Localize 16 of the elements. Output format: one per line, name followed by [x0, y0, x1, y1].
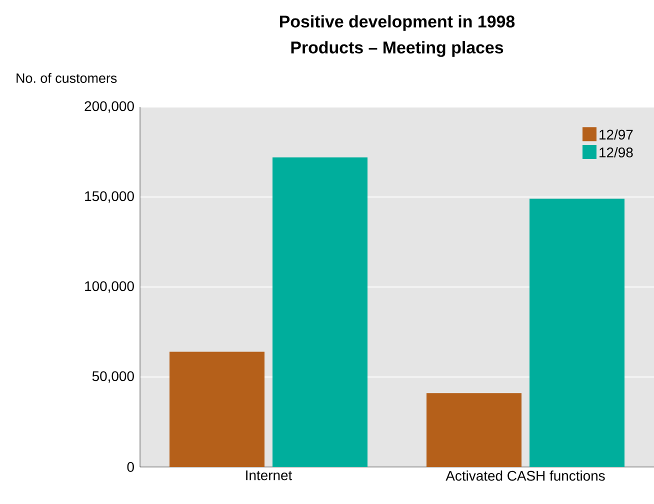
y-axis-title: No. of customers	[16, 73, 117, 83]
y-tick-label: 100,000	[85, 281, 134, 293]
chart-subtitle: Products – Meeting places	[291, 41, 504, 57]
x-tick-label: Activated CASH functions	[446, 470, 605, 481]
y-tick-label: 200,000	[84, 101, 134, 113]
bar	[530, 198, 625, 467]
y-tick-label: 150,000	[85, 191, 134, 203]
legend-label: 12/98	[600, 147, 633, 158]
y-tick-label: 0	[127, 462, 134, 472]
legend-label: 12/97	[600, 129, 633, 140]
chart-title: Positive development in 1998	[280, 15, 515, 31]
y-tick-label: 50,000	[92, 371, 134, 383]
bar	[272, 157, 368, 467]
bar	[426, 393, 522, 467]
bar	[170, 352, 265, 467]
x-tick-label: Internet	[246, 470, 292, 480]
